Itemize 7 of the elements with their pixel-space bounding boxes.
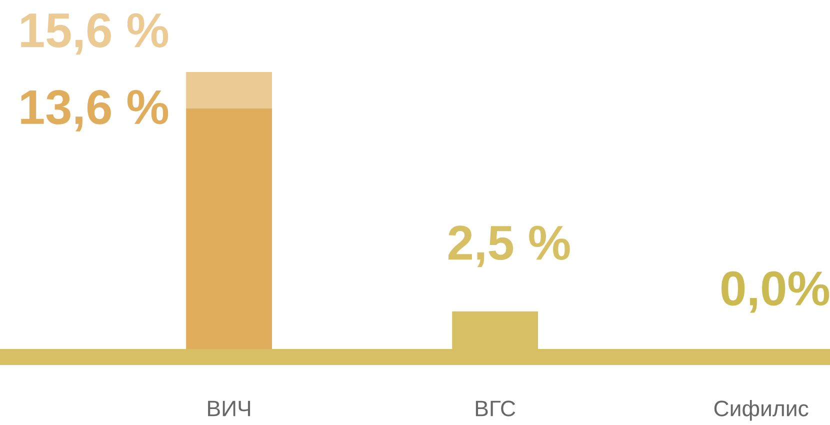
x-tick-label: Сифилис <box>714 400 808 421</box>
data-label: 2,5 % <box>448 226 570 268</box>
x-tick-label: ВИЧ <box>208 400 250 416</box>
total-label: 15,6 % <box>21 13 168 55</box>
x-tick-label: ВГС <box>476 400 516 416</box>
annotation: 13,6 % <box>21 90 168 132</box>
data-label: 0,0% <box>722 271 830 313</box>
